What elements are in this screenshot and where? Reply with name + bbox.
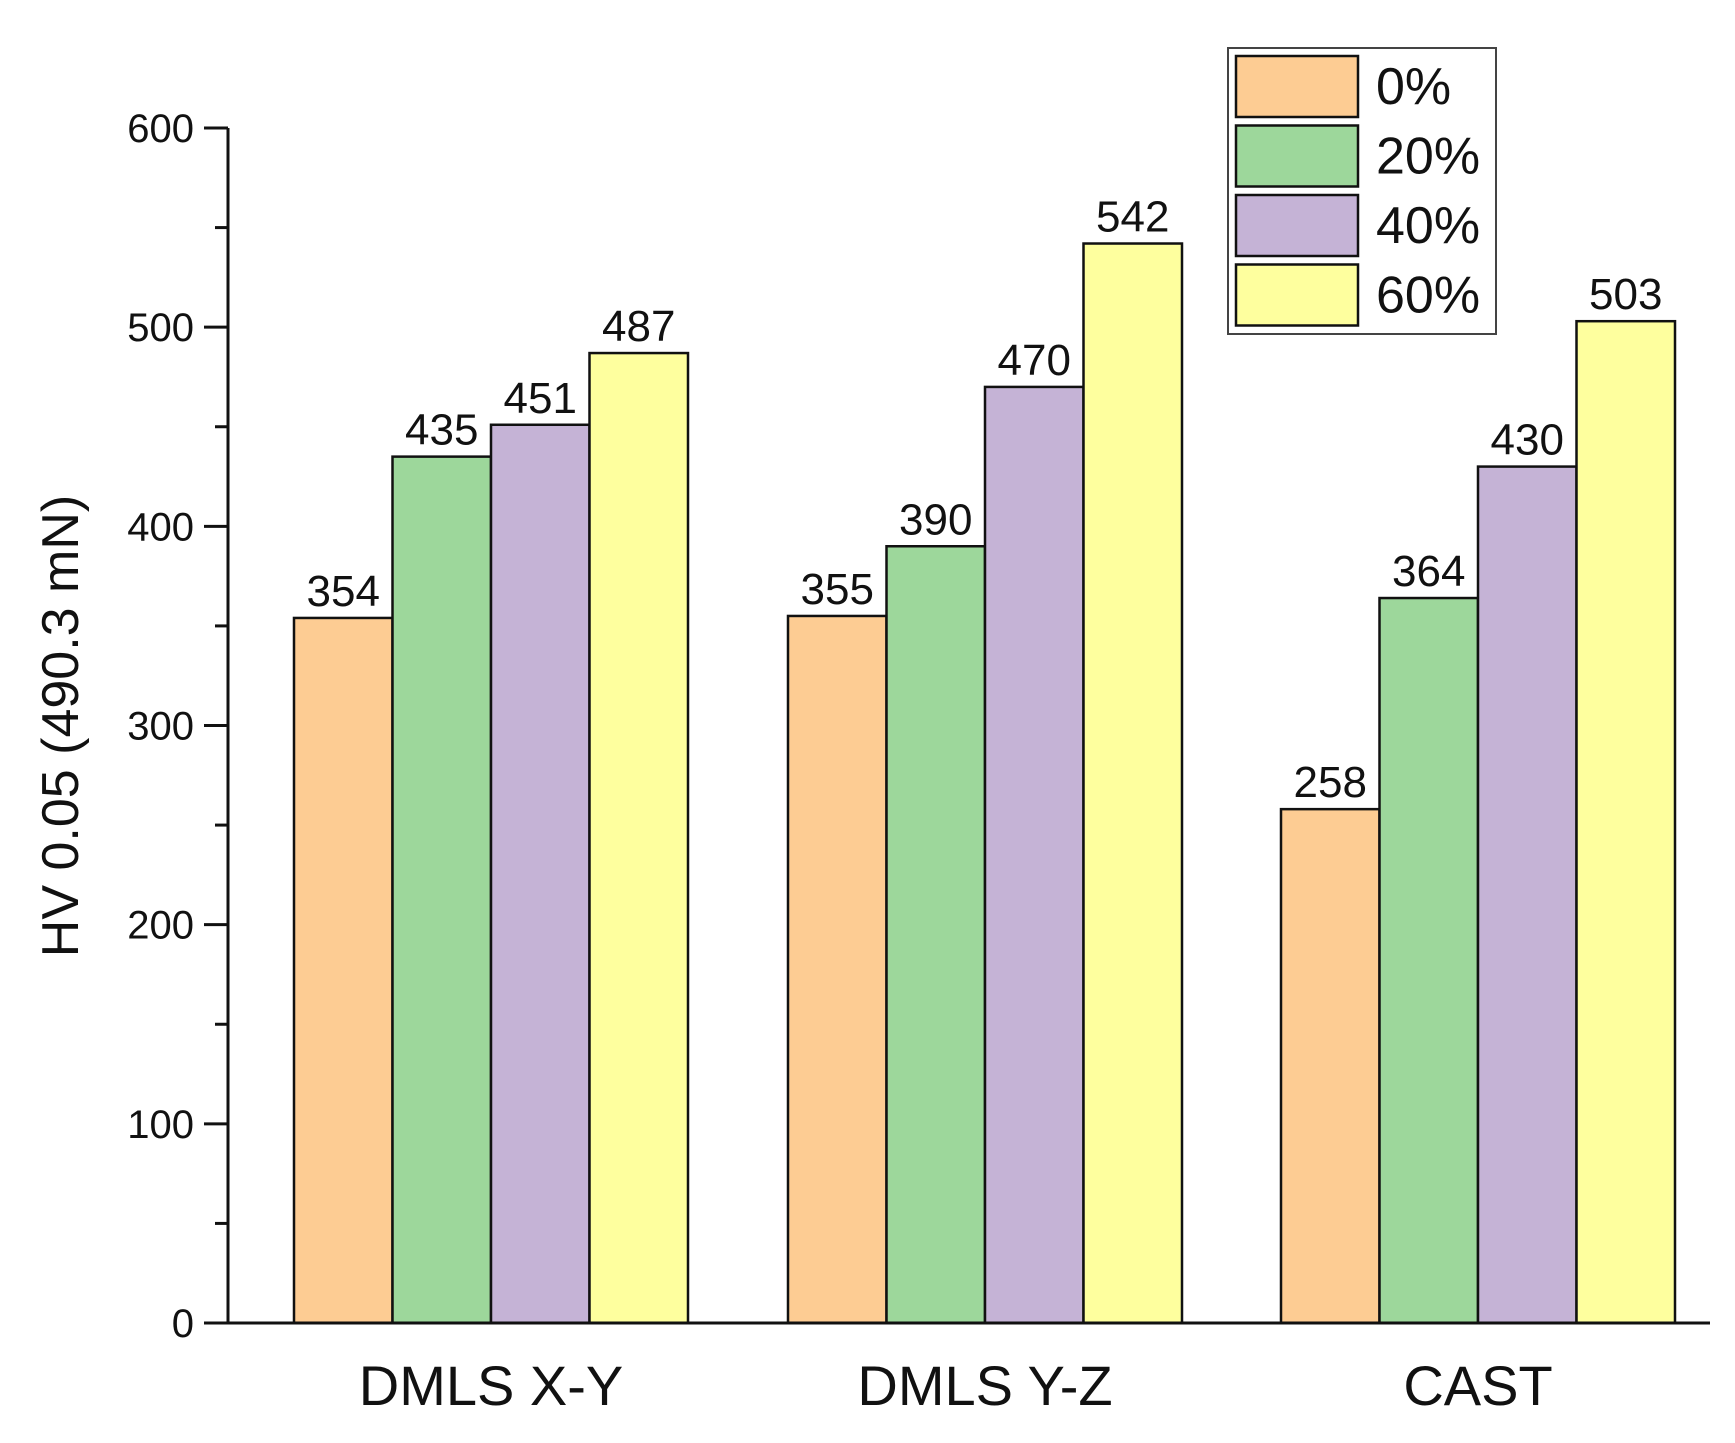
legend-swatch: [1234, 193, 1360, 258]
y-tick-label: 0: [172, 1302, 194, 1346]
x-tick-label: DMLS X-Y: [359, 1354, 624, 1417]
bar-dmls-y-z-60pct: [1082, 242, 1184, 1325]
data-label: 390: [899, 495, 972, 544]
bar-dmls-x-y-0pct: [292, 616, 394, 1325]
data-label: 430: [1491, 416, 1564, 465]
bar-cast-40pct: [1476, 465, 1578, 1325]
data-label: 364: [1392, 547, 1465, 596]
y-tick-label: 600: [127, 107, 194, 151]
bar-cast-0pct: [1279, 807, 1381, 1325]
legend-label: 40%: [1376, 197, 1480, 255]
data-label: 542: [1096, 193, 1169, 242]
data-label: 470: [998, 336, 1071, 385]
bar-dmls-y-z-40pct: [983, 385, 1085, 1325]
legend-swatch: [1234, 263, 1360, 327]
data-label: 355: [801, 565, 874, 614]
y-tick-label: 200: [127, 904, 194, 948]
bar-dmls-y-z-0pct: [786, 614, 888, 1325]
data-label: 487: [602, 302, 675, 351]
x-tick-label: DMLS Y-Z: [857, 1354, 1112, 1417]
legend: 0% 20% 40% 60%: [1227, 47, 1497, 335]
y-tick-label: 300: [127, 705, 194, 749]
bar-cast-60pct: [1575, 319, 1677, 1325]
data-label: 503: [1589, 270, 1662, 319]
y-tick-label: 500: [127, 306, 194, 350]
data-labels-group: 354 435 451 487 355 390 470 542 258 364 430 503: [307, 193, 1663, 808]
data-label: 435: [405, 406, 478, 455]
bar-cast-20pct: [1378, 596, 1480, 1325]
legend-swatch: [1234, 54, 1360, 119]
bar-dmls-x-y-40pct: [489, 423, 591, 1325]
data-label: 258: [1294, 758, 1367, 807]
legend-swatch: [1234, 124, 1360, 188]
y-tick-label: 100: [127, 1103, 194, 1147]
legend-label: 20%: [1376, 128, 1480, 186]
bar-dmls-x-y-20pct: [391, 455, 493, 1325]
bars-group: [292, 242, 1677, 1325]
legend-label: 0%: [1376, 58, 1451, 116]
y-axis-title: HV 0.05 (490.3 mN): [32, 495, 90, 957]
data-label: 451: [504, 374, 577, 423]
x-tick-label: CAST: [1403, 1354, 1552, 1417]
data-label: 354: [307, 567, 380, 616]
axes-group: DMLS X-Y DMLS Y-Z CAST 0 100 200 300 400 500 600: [127, 107, 1710, 1417]
legend-label: 60%: [1376, 267, 1480, 325]
bar-dmls-y-z-20pct: [885, 545, 987, 1325]
bar-dmls-x-y-60pct: [588, 351, 690, 1325]
y-tick-label: 400: [127, 505, 194, 549]
